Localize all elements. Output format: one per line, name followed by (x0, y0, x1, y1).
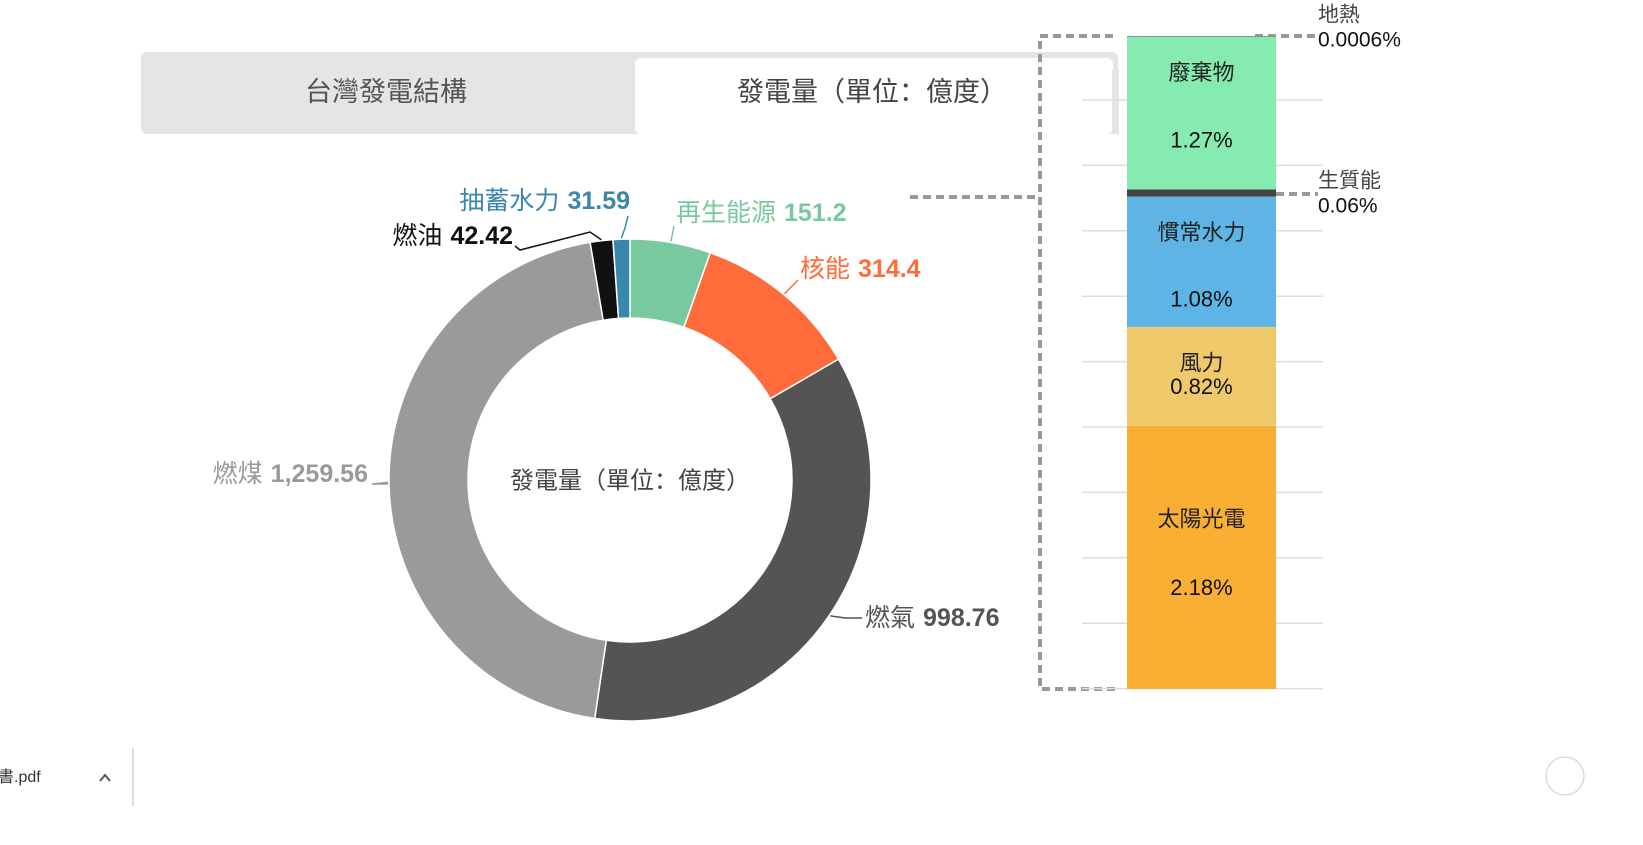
round-button[interactable] (1545, 756, 1585, 796)
slice-label: 燃氣 998.76 (865, 604, 999, 632)
segment-name: 生質能 (1318, 170, 1381, 193)
slice-label: 燃煤 1,259.56 (213, 460, 368, 488)
active-tab-bg (635, 58, 1113, 134)
slice-label: 核能 314.4 (800, 255, 921, 283)
segment-name: 地熱 (1318, 4, 1360, 27)
slice-name: 燃煤 (213, 460, 263, 488)
bar-segment (1127, 36, 1276, 190)
slice-value: 31.59 (567, 187, 630, 215)
slice-value: 42.42 (450, 222, 513, 250)
slice-name: 燃氣 (865, 604, 915, 632)
chevron-icon[interactable] (99, 773, 111, 782)
segment-value: 0.82% (1170, 374, 1232, 399)
tab-edge (1112, 70, 1119, 134)
segment-value: 2.18% (1170, 575, 1232, 600)
bar-segment (1127, 326, 1276, 426)
donut-slice (593, 358, 872, 722)
slice-value: 314.4 (858, 255, 921, 283)
segment-name: 風力 (1179, 350, 1223, 375)
slice-label: 燃油 42.42 (392, 222, 513, 250)
bar-segment (1127, 36, 1276, 37)
segment-name: 太陽光電 (1157, 506, 1245, 531)
bar-segment (1127, 196, 1276, 327)
segment-name: 廢棄物 (1168, 60, 1234, 85)
slice-label: 再生能源 151.2 (676, 199, 847, 227)
leader-line (514, 231, 602, 251)
slice-name: 核能 (800, 255, 850, 283)
slice-name: 抽蓄水力 (459, 187, 559, 215)
connector (910, 34, 1318, 691)
slice-name: 再生能源 (676, 199, 776, 227)
center-label: 發電量（單位：億度） (510, 467, 750, 494)
slice-label: 抽蓄水力 31.59 (459, 187, 630, 215)
tab[interactable]: 台灣發電結構 (305, 77, 467, 107)
slice-name: 燃油 (392, 222, 442, 250)
segment-value: 0.06% (1318, 195, 1378, 218)
download-file[interactable]: 書.pdf (0, 768, 41, 786)
slice-value: 1,259.56 (271, 460, 368, 488)
bar-segment (1127, 189, 1276, 197)
leader-line (830, 615, 862, 619)
segment-value: 1.08% (1170, 287, 1232, 312)
tab-active[interactable]: 發電量（單位：億度） (737, 77, 1007, 107)
leader-line (371, 481, 389, 485)
donut-slice (612, 238, 631, 320)
leader-line (783, 279, 799, 295)
segment-value: 0.0006% (1318, 29, 1401, 52)
bar-segment (1127, 425, 1276, 689)
donut-slice (388, 241, 608, 720)
donut: 再生能源 151.2 核能 314.4 燃氣 998.76 燃煤 1,259.56 燃油 42.4… (213, 187, 999, 722)
slice-value: 998.76 (923, 604, 999, 632)
leader-line (670, 225, 675, 242)
segment-name: 慣常水力 (1157, 220, 1245, 245)
leader-line (620, 215, 629, 239)
segment-value: 1.27% (1170, 128, 1232, 153)
slice-value: 151.2 (784, 199, 847, 227)
